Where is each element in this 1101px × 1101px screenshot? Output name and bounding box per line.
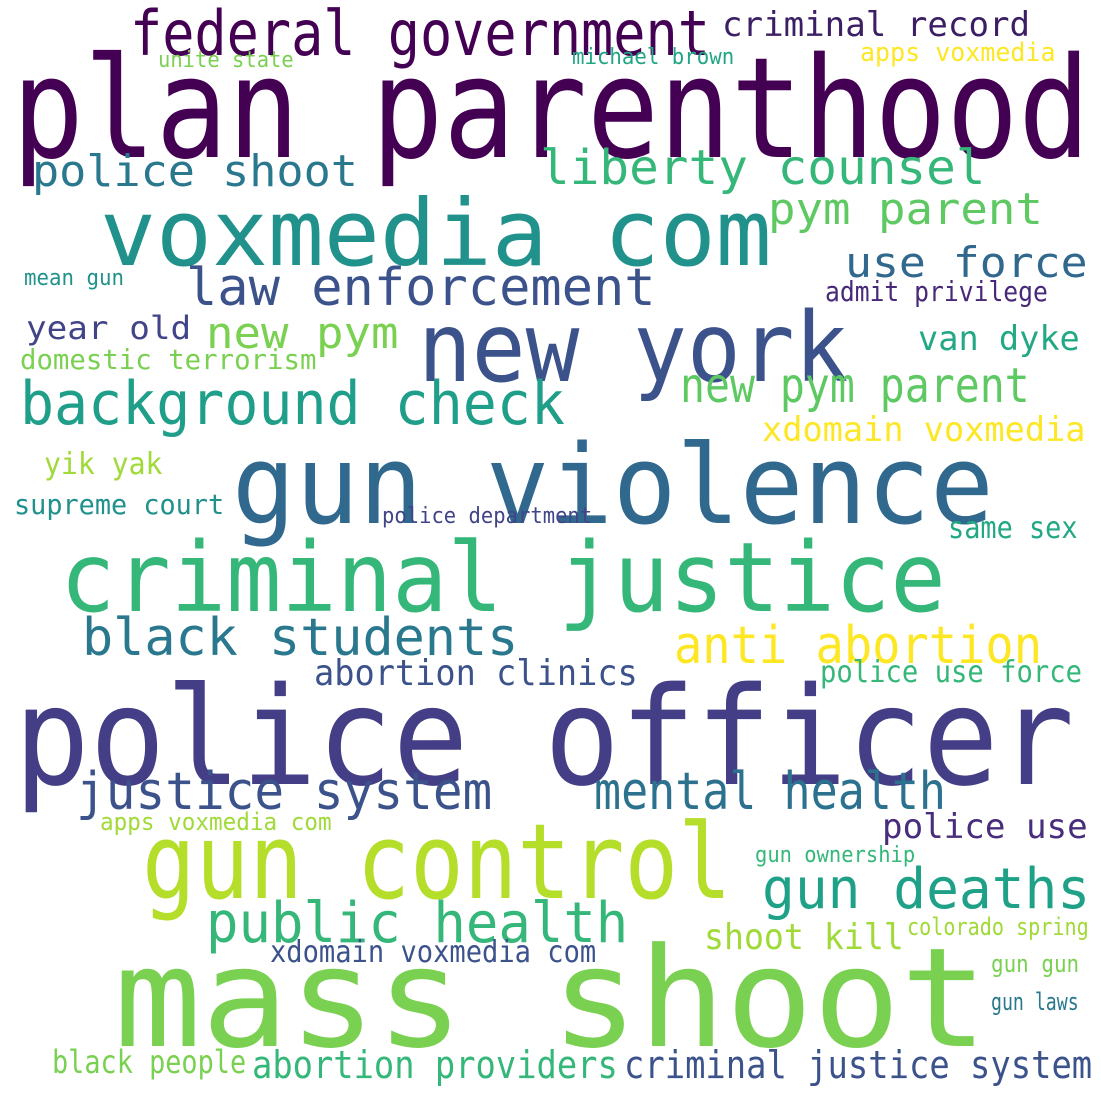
cloud-word: van dyke [918,319,1080,359]
cloud-word: plan parenthood [12,28,1091,191]
cloud-word: police use [882,807,1088,847]
cloud-word: mean gun [24,266,124,291]
cloud-word: shoot kill [704,917,904,958]
cloud-word: gun gun [991,950,1080,978]
cloud-word: police shoot [32,146,358,197]
cloud-word: new york [418,292,849,404]
cloud-word: abortion providers [252,1043,618,1087]
cloud-word: supreme court [14,488,225,521]
cloud-word: same sex [948,511,1078,546]
cloud-word: unite state [158,48,294,73]
cloud-word: voxmedia com [100,180,772,287]
cloud-word: new pym [206,308,399,359]
cloud-word: black people [52,1043,247,1081]
cloud-word: colorado spring [907,913,1089,941]
cloud-word: liberty counsel [540,140,986,196]
cloud-word: gun deaths [762,857,1091,922]
cloud-word: yik yak [44,447,163,482]
cloud-word: federal government [130,0,710,70]
cloud-word: police department [382,504,593,529]
cloud-word: gun laws [991,988,1079,1016]
cloud-word: apps voxmedia [860,38,1056,68]
cloud-word: mass shoot [114,918,988,1079]
cloud-word: pym parent [768,184,1043,235]
cloud-word: michael brown [572,45,735,70]
cloud-word: year old [26,309,192,347]
cloud-word: xdomain voxmedia com [270,935,597,970]
cloud-word: gun violence [232,421,994,549]
cloud-word: criminal record [722,5,1031,45]
cloud-word: admit privilege [825,275,1048,308]
cloud-word: police use force [820,655,1082,690]
cloud-word: gun control [142,801,732,923]
cloud-word: criminal justice system [624,1043,1093,1087]
cloud-word: new pym parent [680,358,1030,414]
cloud-word: abortion clinics [314,653,638,694]
cloud-word: xdomain voxmedia [762,410,1086,450]
cloud-word: black students [82,608,519,668]
cloud-word: public health [206,891,629,956]
cloud-word: use force [845,238,1088,287]
cloud-word: criminal justice [60,522,946,634]
cloud-word: police officer [14,659,1075,817]
cloud-word: background check [20,369,565,439]
cloud-word: gun ownership [755,843,916,868]
cloud-word: justice system [76,762,493,822]
cloud-word: domestic terrorism [20,343,317,376]
cloud-word: anti abortion [674,616,1043,676]
cloud-word: mental health [594,762,947,822]
cloud-word: apps voxmedia com [100,808,332,836]
cloud-word: law enforcement [186,258,656,318]
